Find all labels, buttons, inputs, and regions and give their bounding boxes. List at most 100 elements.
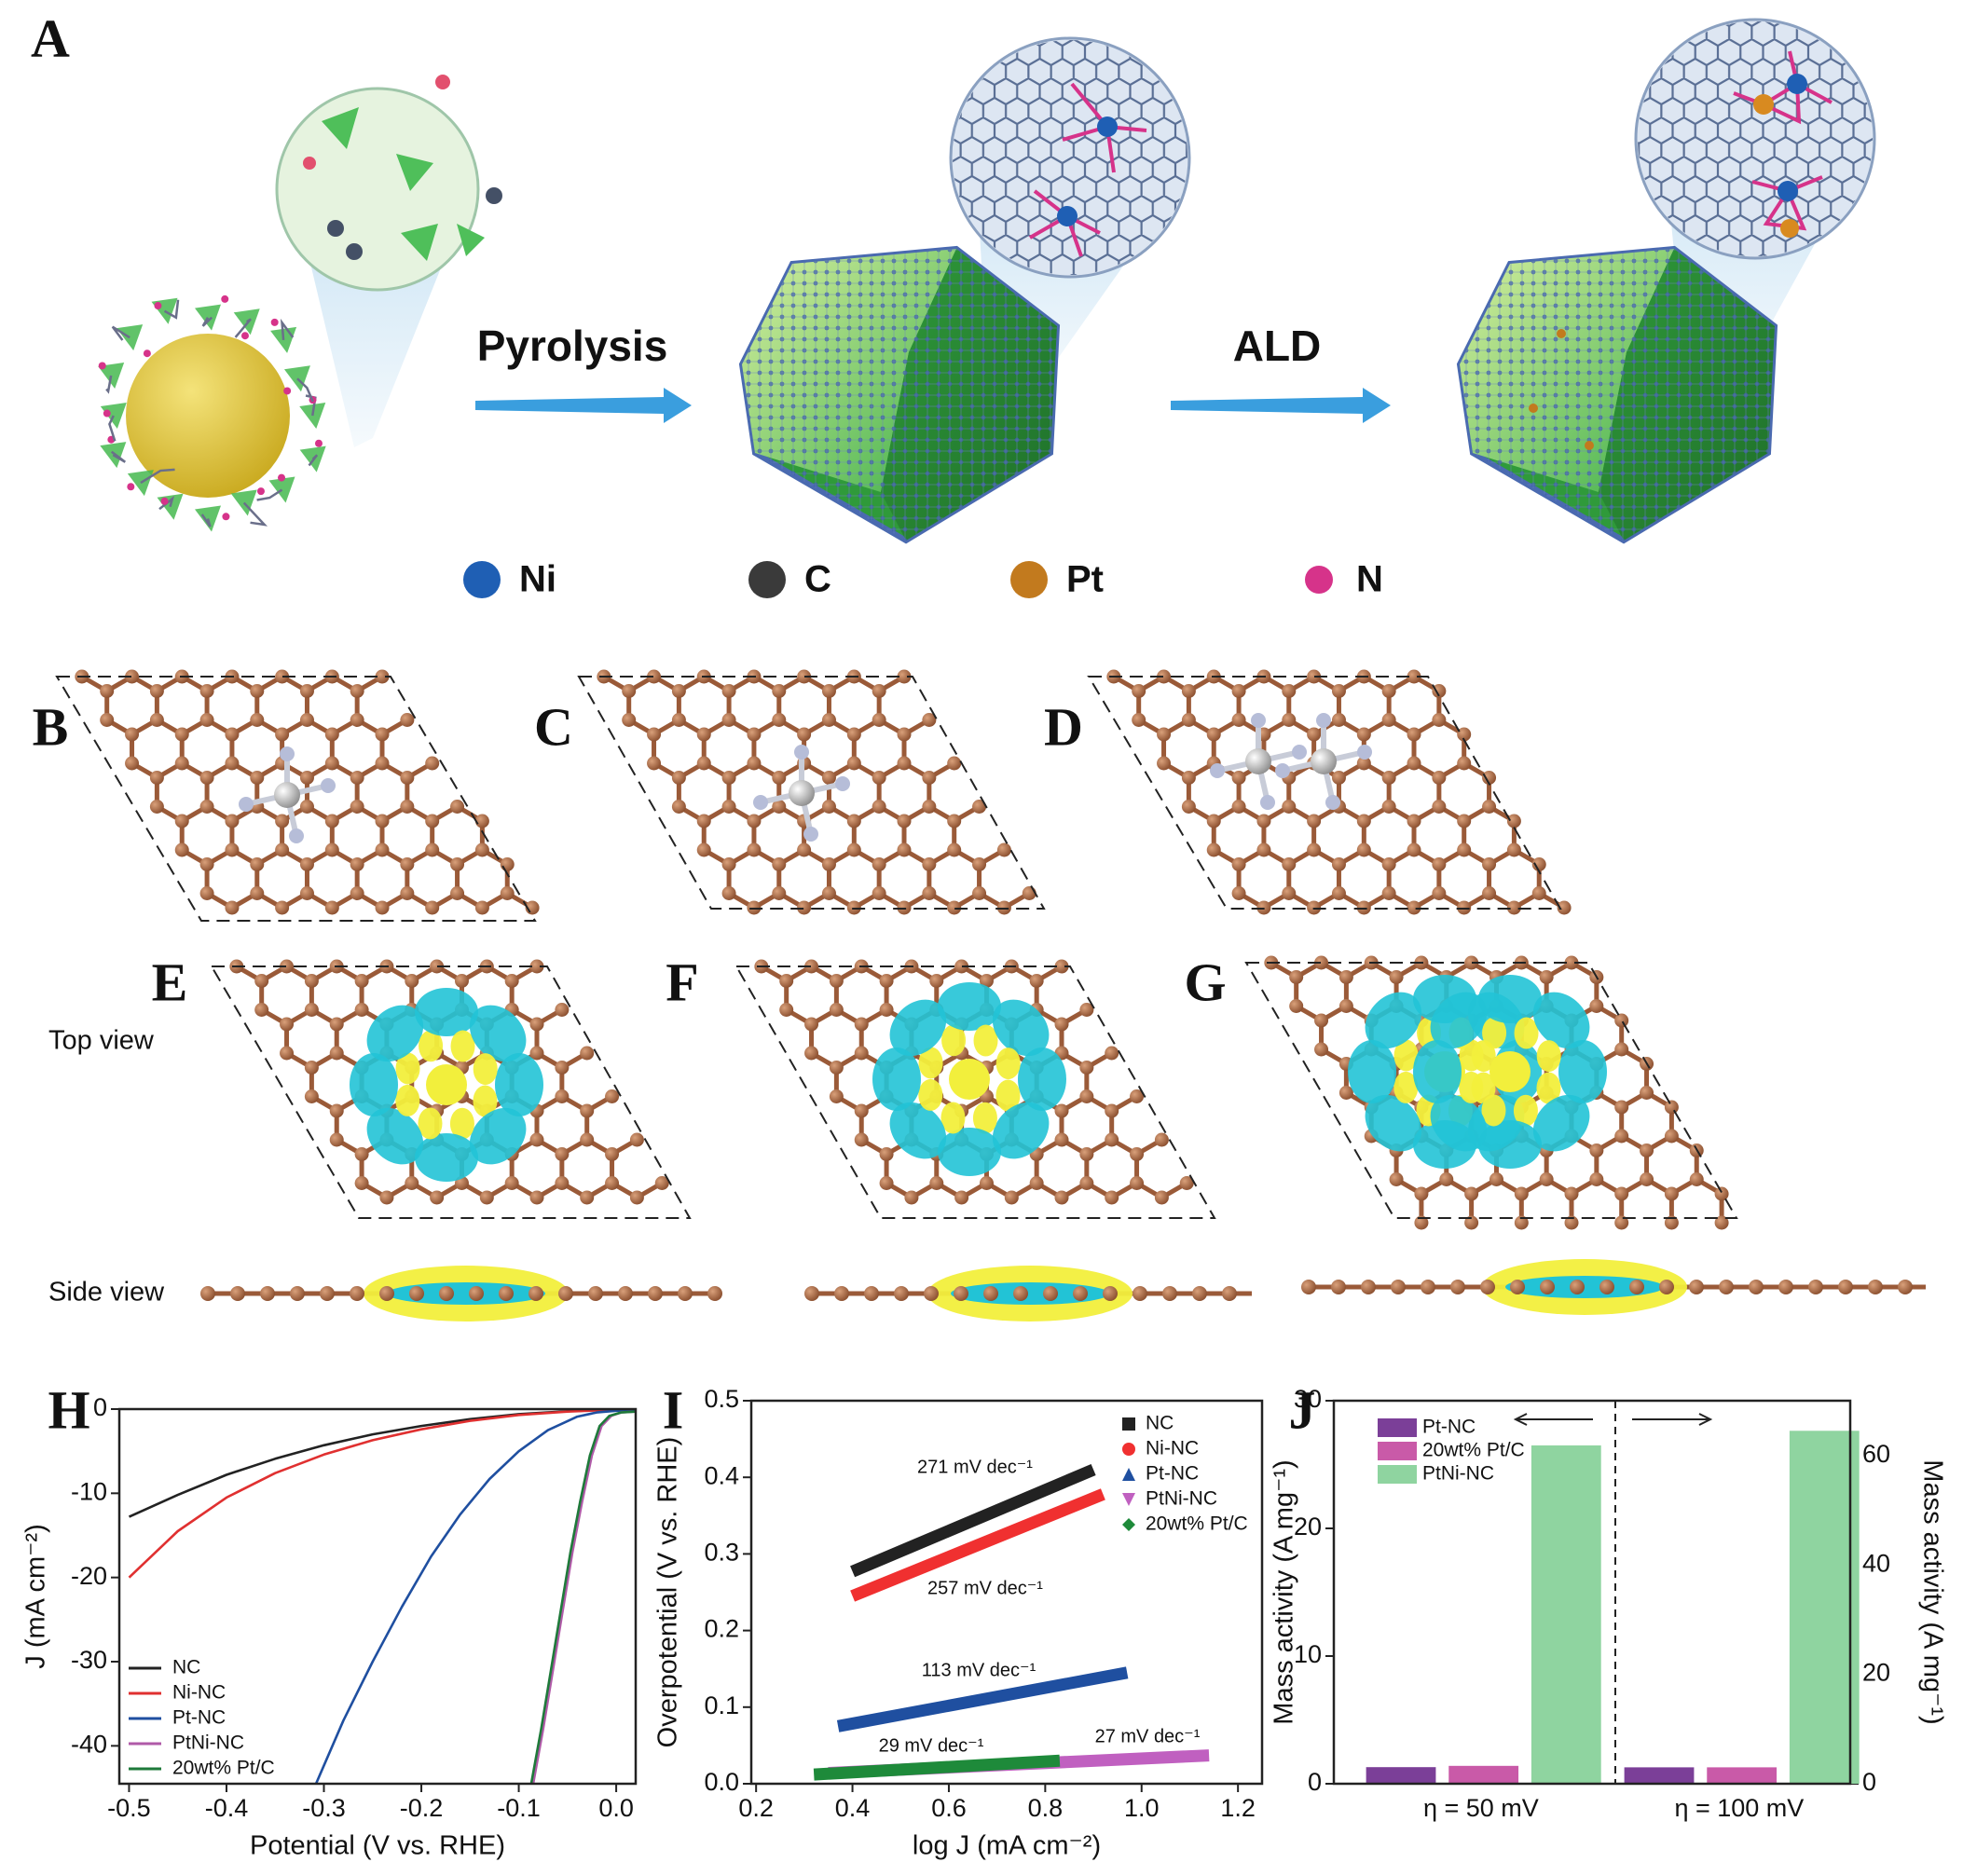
carbon-atom: [499, 1286, 514, 1301]
carbon-atom: [872, 857, 886, 871]
n-atom: [1357, 745, 1372, 760]
metal-atom: [1311, 748, 1337, 774]
legend-label: Ni-NC: [1146, 1438, 1199, 1459]
charge-density: [495, 1053, 543, 1116]
atom-swatch: [1010, 561, 1048, 598]
carbon-atom: [1482, 857, 1497, 871]
linker-atom: [314, 439, 323, 447]
carbon-atom: [1231, 886, 1246, 900]
charge-density: [972, 1102, 997, 1134]
carbon-atom: [1407, 814, 1421, 828]
carbon-atom: [174, 727, 189, 742]
carbon-atom: [696, 727, 711, 742]
charge-density: [419, 1030, 444, 1062]
carbon-atom: [1506, 842, 1521, 857]
carbon-atom: [1482, 800, 1497, 814]
charge-density: [1018, 1048, 1066, 1111]
atom-swatch: [1305, 566, 1333, 594]
linker-atom: [240, 332, 249, 340]
carbon-atom: [797, 727, 812, 742]
carbon-atom: [1331, 771, 1346, 785]
y-tick-label: -30: [71, 1646, 107, 1674]
carbon-atom: [454, 974, 469, 988]
carbon-atom: [1132, 713, 1146, 727]
linker: [280, 318, 295, 341]
carbon-atom: [324, 756, 339, 771]
zoom-lattice: [953, 40, 1187, 275]
n-atom: [239, 797, 254, 812]
carbon-atom: [555, 1176, 570, 1190]
y-tick-label: 20: [1294, 1513, 1322, 1541]
n-atom: [753, 795, 768, 810]
carbon-atom: [922, 886, 937, 900]
carbon-atom: [954, 959, 969, 974]
legend-marker: [1122, 1518, 1135, 1531]
carbon-atom: [804, 959, 819, 974]
carbon-atom: [747, 727, 762, 742]
carbon-atom: [654, 1176, 669, 1190]
carbon-atom: [1432, 886, 1447, 900]
tetrahedron: [322, 107, 359, 149]
charge-density: [395, 1052, 420, 1085]
carbon-atom: [1432, 771, 1447, 785]
carbon-atom: [439, 1286, 454, 1301]
carbon-atom: [1570, 1280, 1585, 1294]
carbon-atom: [1898, 1280, 1913, 1294]
carbon-atom: [1105, 1190, 1119, 1205]
linker: [296, 377, 314, 403]
carbon-atom: [647, 756, 662, 771]
carbon-atom: [379, 1190, 394, 1205]
y-tick-label: 30: [1294, 1385, 1322, 1413]
x-tick-label: 1.2: [1220, 1794, 1256, 1822]
carbon-atom: [1432, 684, 1447, 698]
carbon-atom: [897, 842, 912, 857]
bar: [1531, 1445, 1601, 1784]
x-axis-label: log J (mA cm⁻²): [913, 1831, 1101, 1861]
lattice: [577, 669, 1046, 915]
lattice: [1087, 669, 1572, 915]
step-label: Pyrolysis: [477, 322, 668, 370]
carbon-atom: [425, 842, 440, 857]
carbon-atom: [772, 771, 787, 785]
carbon-atom: [772, 857, 787, 871]
carbon-atom: [1054, 1103, 1069, 1118]
carbon-atom: [280, 959, 295, 974]
charge-density: [1430, 992, 1488, 1049]
carbon-atom: [1557, 900, 1572, 915]
carbon-atom: [846, 727, 861, 742]
carbon-atom: [1181, 684, 1196, 698]
carbon-atom: [1589, 1143, 1604, 1157]
carbon-atom: [299, 857, 314, 871]
zoom-atom: [327, 220, 344, 237]
charge-density: [473, 1085, 498, 1117]
carbon-atom: [555, 1147, 570, 1161]
carbon-atom: [199, 800, 214, 814]
y-tick-label: -10: [71, 1477, 107, 1505]
n-atom: [835, 776, 850, 791]
linker: [201, 316, 213, 327]
carbon-atom: [1307, 814, 1322, 828]
carbon-atom: [1338, 999, 1353, 1013]
carbon-atom: [1231, 771, 1246, 785]
legend-swatch: [1378, 1418, 1417, 1437]
carbon-atom: [897, 814, 912, 828]
charge-density: [366, 1005, 424, 1062]
charge-density: [1348, 1040, 1396, 1103]
y-tick-label: -40: [71, 1730, 107, 1758]
carbon-atom: [1664, 1129, 1679, 1143]
carbon-atom: [500, 857, 515, 871]
carbon-atom: [400, 771, 415, 785]
bonds: [1029, 82, 1147, 257]
carbon-atom: [430, 959, 445, 974]
zoom-atom: [486, 187, 502, 204]
linker: [242, 501, 268, 527]
view-label: Top view: [48, 1026, 155, 1056]
carbon-atom: [1289, 999, 1304, 1013]
charge-density: [1532, 1094, 1590, 1152]
cell-outline: [1087, 676, 1562, 910]
n-atom: [1260, 795, 1275, 810]
carbon-atom: [904, 1190, 919, 1205]
carbon-atom: [983, 1286, 998, 1301]
x-tick-label: 0.6: [931, 1794, 967, 1822]
carbon-atom: [879, 974, 894, 988]
